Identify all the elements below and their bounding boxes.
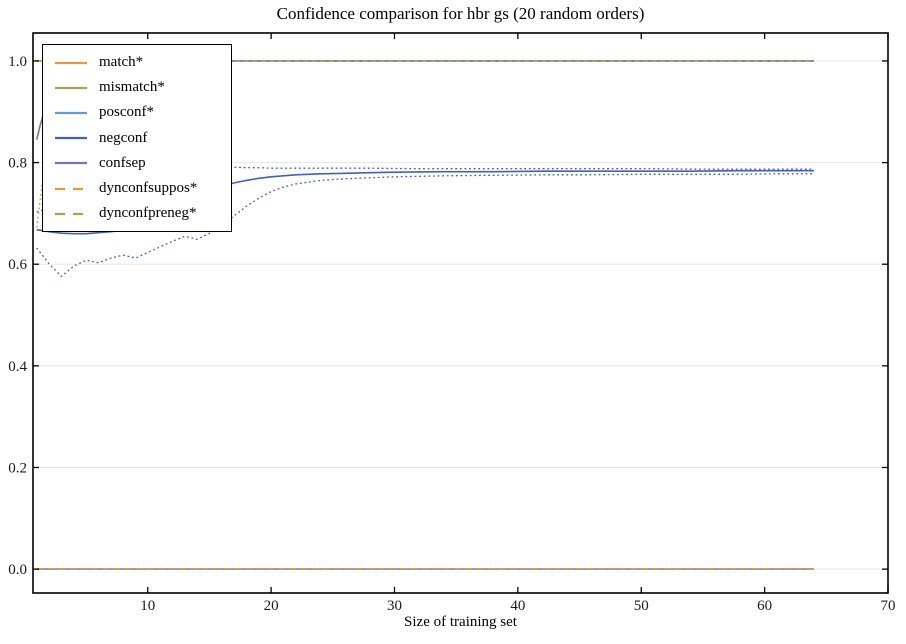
legend-item-dynconfpreneg: dynconfpreneg* — [55, 201, 223, 226]
x-axis-label: Size of training set — [404, 614, 517, 630]
legend-line-swatch — [55, 187, 87, 190]
legend: match* mismatch* posconf* negconf confse… — [42, 44, 232, 233]
y-tick-label: 0.4 — [8, 359, 27, 375]
chart-title: Confidence comparison for hbr gs (20 ran… — [276, 4, 645, 23]
y-tick-label: 0.8 — [8, 156, 27, 172]
legend-line-swatch — [55, 137, 87, 140]
legend-item-mismatch: mismatch* — [55, 75, 223, 100]
legend-line-swatch — [55, 162, 87, 165]
legend-item-posconf: posconf* — [55, 100, 223, 125]
x-tick-label: 70 — [881, 598, 896, 614]
axes-spines — [32, 32, 889, 594]
legend-label: dynconfsuppos* — [99, 180, 198, 197]
legend-label: negconf — [99, 129, 148, 146]
legend-label: posconf* — [99, 104, 154, 121]
tick-labels: 10 20 30 40 50 60 70 0.0 0.2 0.4 0.6 0.8 1.0 — [8, 54, 895, 614]
axis-ticks — [33, 33, 889, 593]
legend-label: confsep — [99, 154, 146, 171]
legend-line-swatch — [55, 111, 87, 115]
y-tick-label: 0.0 — [8, 562, 27, 578]
y-tick-label: 1.0 — [8, 54, 27, 70]
legend-label: mismatch* — [99, 79, 165, 96]
legend-line-swatch — [55, 61, 87, 64]
legend-line-swatch — [55, 212, 87, 215]
legend-line-swatch — [55, 86, 87, 89]
legend-label: match* — [99, 54, 144, 71]
legend-label: dynconfpreneg* — [99, 205, 197, 222]
y-tick-label: 0.6 — [8, 257, 27, 273]
x-tick-label: 60 — [757, 598, 772, 614]
y-tick-label: 0.2 — [8, 460, 27, 476]
x-tick-label: 30 — [387, 598, 402, 614]
legend-item-confsep: confsep — [55, 151, 223, 176]
x-tick-label: 50 — [634, 598, 649, 614]
legend-item-dynconfsuppos: dynconfsuppos* — [55, 176, 223, 201]
x-tick-label: 20 — [264, 598, 279, 614]
x-tick-label: 10 — [140, 598, 155, 614]
legend-item-negconf: negconf — [55, 126, 223, 151]
legend-item-match: match* — [55, 50, 223, 75]
x-tick-label: 40 — [510, 598, 525, 614]
